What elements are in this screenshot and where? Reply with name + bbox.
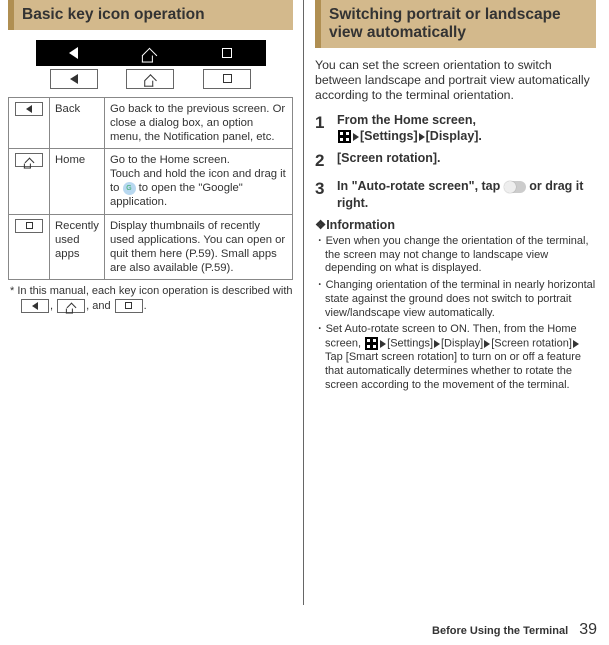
table-row: Back Go back to the previous screen. Or … bbox=[9, 97, 293, 148]
step-number: 2 bbox=[315, 150, 337, 172]
left-header: Basic key icon operation bbox=[8, 0, 293, 30]
step-number: 3 bbox=[315, 178, 337, 211]
footnote: * In this manual, each key icon operatio… bbox=[8, 285, 293, 313]
b3-post: Tap [Smart screen rotation] to turn on o… bbox=[325, 351, 581, 391]
home-icon bbox=[66, 303, 76, 313]
step-pre: In "Auto-rotate screen", tap bbox=[337, 179, 504, 193]
home-icon bbox=[144, 74, 157, 87]
table-row: Home Go to the Home screen. Touch and ho… bbox=[9, 149, 293, 214]
b3-s0: [Settings] bbox=[387, 337, 433, 349]
step-2: 2 [Screen rotation]. bbox=[315, 150, 596, 172]
recent-icon bbox=[223, 74, 232, 83]
info-bullet: ･ Set Auto-rotate screen to ON. Then, fr… bbox=[315, 323, 596, 392]
step-3: 3 In "Auto-rotate screen", tap or drag i… bbox=[315, 178, 596, 211]
back-icon bbox=[26, 105, 32, 113]
step-body: [Screen rotation]. bbox=[337, 150, 441, 172]
note-pre: * In this manual, each key icon operatio… bbox=[10, 285, 293, 297]
apps-grid-icon bbox=[338, 130, 351, 143]
key-cell bbox=[9, 214, 50, 279]
recent-icon bbox=[26, 222, 33, 229]
bullet-text: Changing orientation of the terminal in … bbox=[325, 279, 595, 319]
home-icon bbox=[24, 157, 34, 167]
b3-s1: [Display] bbox=[441, 337, 483, 349]
note-sep: , bbox=[50, 300, 56, 312]
desc-cell: Go to the Home screen. Touch and hold th… bbox=[104, 149, 292, 214]
desc-cell: Display thumbnails of recently used appl… bbox=[104, 214, 292, 279]
seq2: [Display]. bbox=[426, 129, 482, 143]
name-cell: Recently used apps bbox=[50, 214, 105, 279]
step-1: 1 From the Home screen, [Settings] [Displ… bbox=[315, 112, 596, 145]
toggle-icon bbox=[504, 181, 526, 193]
page-number: 39 bbox=[579, 621, 597, 638]
key-cell bbox=[9, 97, 50, 148]
arrow-icon bbox=[419, 133, 425, 141]
table-row: Recently used apps Display thumbnails of… bbox=[9, 214, 293, 279]
right-header: Switching portrait or landscape view aut… bbox=[315, 0, 596, 48]
seq1: [Settings] bbox=[360, 129, 418, 143]
step-body: In "Auto-rotate screen", tap or drag it … bbox=[337, 178, 596, 211]
google-icon: G bbox=[123, 182, 136, 195]
key-table: Back Go back to the previous screen. Or … bbox=[8, 97, 293, 280]
bullet-text: Even when you change the orientation of … bbox=[325, 235, 589, 275]
left-column: Basic key icon operation Back Go back to… bbox=[0, 0, 303, 605]
nav-bar-outline bbox=[36, 69, 266, 89]
step-number: 1 bbox=[315, 112, 337, 145]
recent-icon bbox=[125, 302, 132, 309]
step-pre: From the Home screen, bbox=[337, 113, 476, 127]
right-column: Switching portrait or landscape view aut… bbox=[303, 0, 606, 605]
info-heading: ❖Information bbox=[315, 217, 596, 232]
nav-bar-black bbox=[36, 40, 266, 66]
arrow-icon bbox=[353, 133, 359, 141]
footer-section: Before Using the Terminal bbox=[432, 625, 568, 637]
arrow-icon bbox=[573, 340, 579, 348]
info-bullet: ･ Even when you change the orientation o… bbox=[315, 235, 596, 276]
home-icon bbox=[142, 48, 158, 64]
nav-keys-figure bbox=[36, 40, 266, 89]
b3-s2: [Screen rotation] bbox=[491, 337, 572, 349]
column-divider bbox=[303, 0, 304, 605]
intro-text: You can set the screen orientation to sw… bbox=[315, 58, 596, 104]
home-key-box bbox=[126, 69, 174, 89]
back-icon bbox=[70, 74, 78, 84]
note-and: , and bbox=[86, 300, 114, 312]
arrow-icon bbox=[380, 340, 386, 348]
info-bullet: ･ Changing orientation of the terminal i… bbox=[315, 279, 596, 320]
back-icon bbox=[32, 302, 38, 310]
page-footer: Before Using the Terminal 39 bbox=[432, 621, 597, 639]
name-cell: Back bbox=[50, 97, 105, 148]
desc-cell: Go back to the previous screen. Or close… bbox=[104, 97, 292, 148]
arrow-icon bbox=[484, 340, 490, 348]
back-icon bbox=[69, 47, 78, 59]
recent-icon bbox=[222, 48, 232, 58]
back-key-box bbox=[50, 69, 98, 89]
arrow-icon bbox=[434, 340, 440, 348]
recent-key-box bbox=[203, 69, 251, 89]
name-cell: Home bbox=[50, 149, 105, 214]
key-cell bbox=[9, 149, 50, 214]
apps-grid-icon bbox=[365, 337, 378, 350]
note-post: . bbox=[144, 300, 147, 312]
step-body: From the Home screen, [Settings] [Display… bbox=[337, 112, 482, 145]
page: Basic key icon operation Back Go back to… bbox=[0, 0, 609, 605]
